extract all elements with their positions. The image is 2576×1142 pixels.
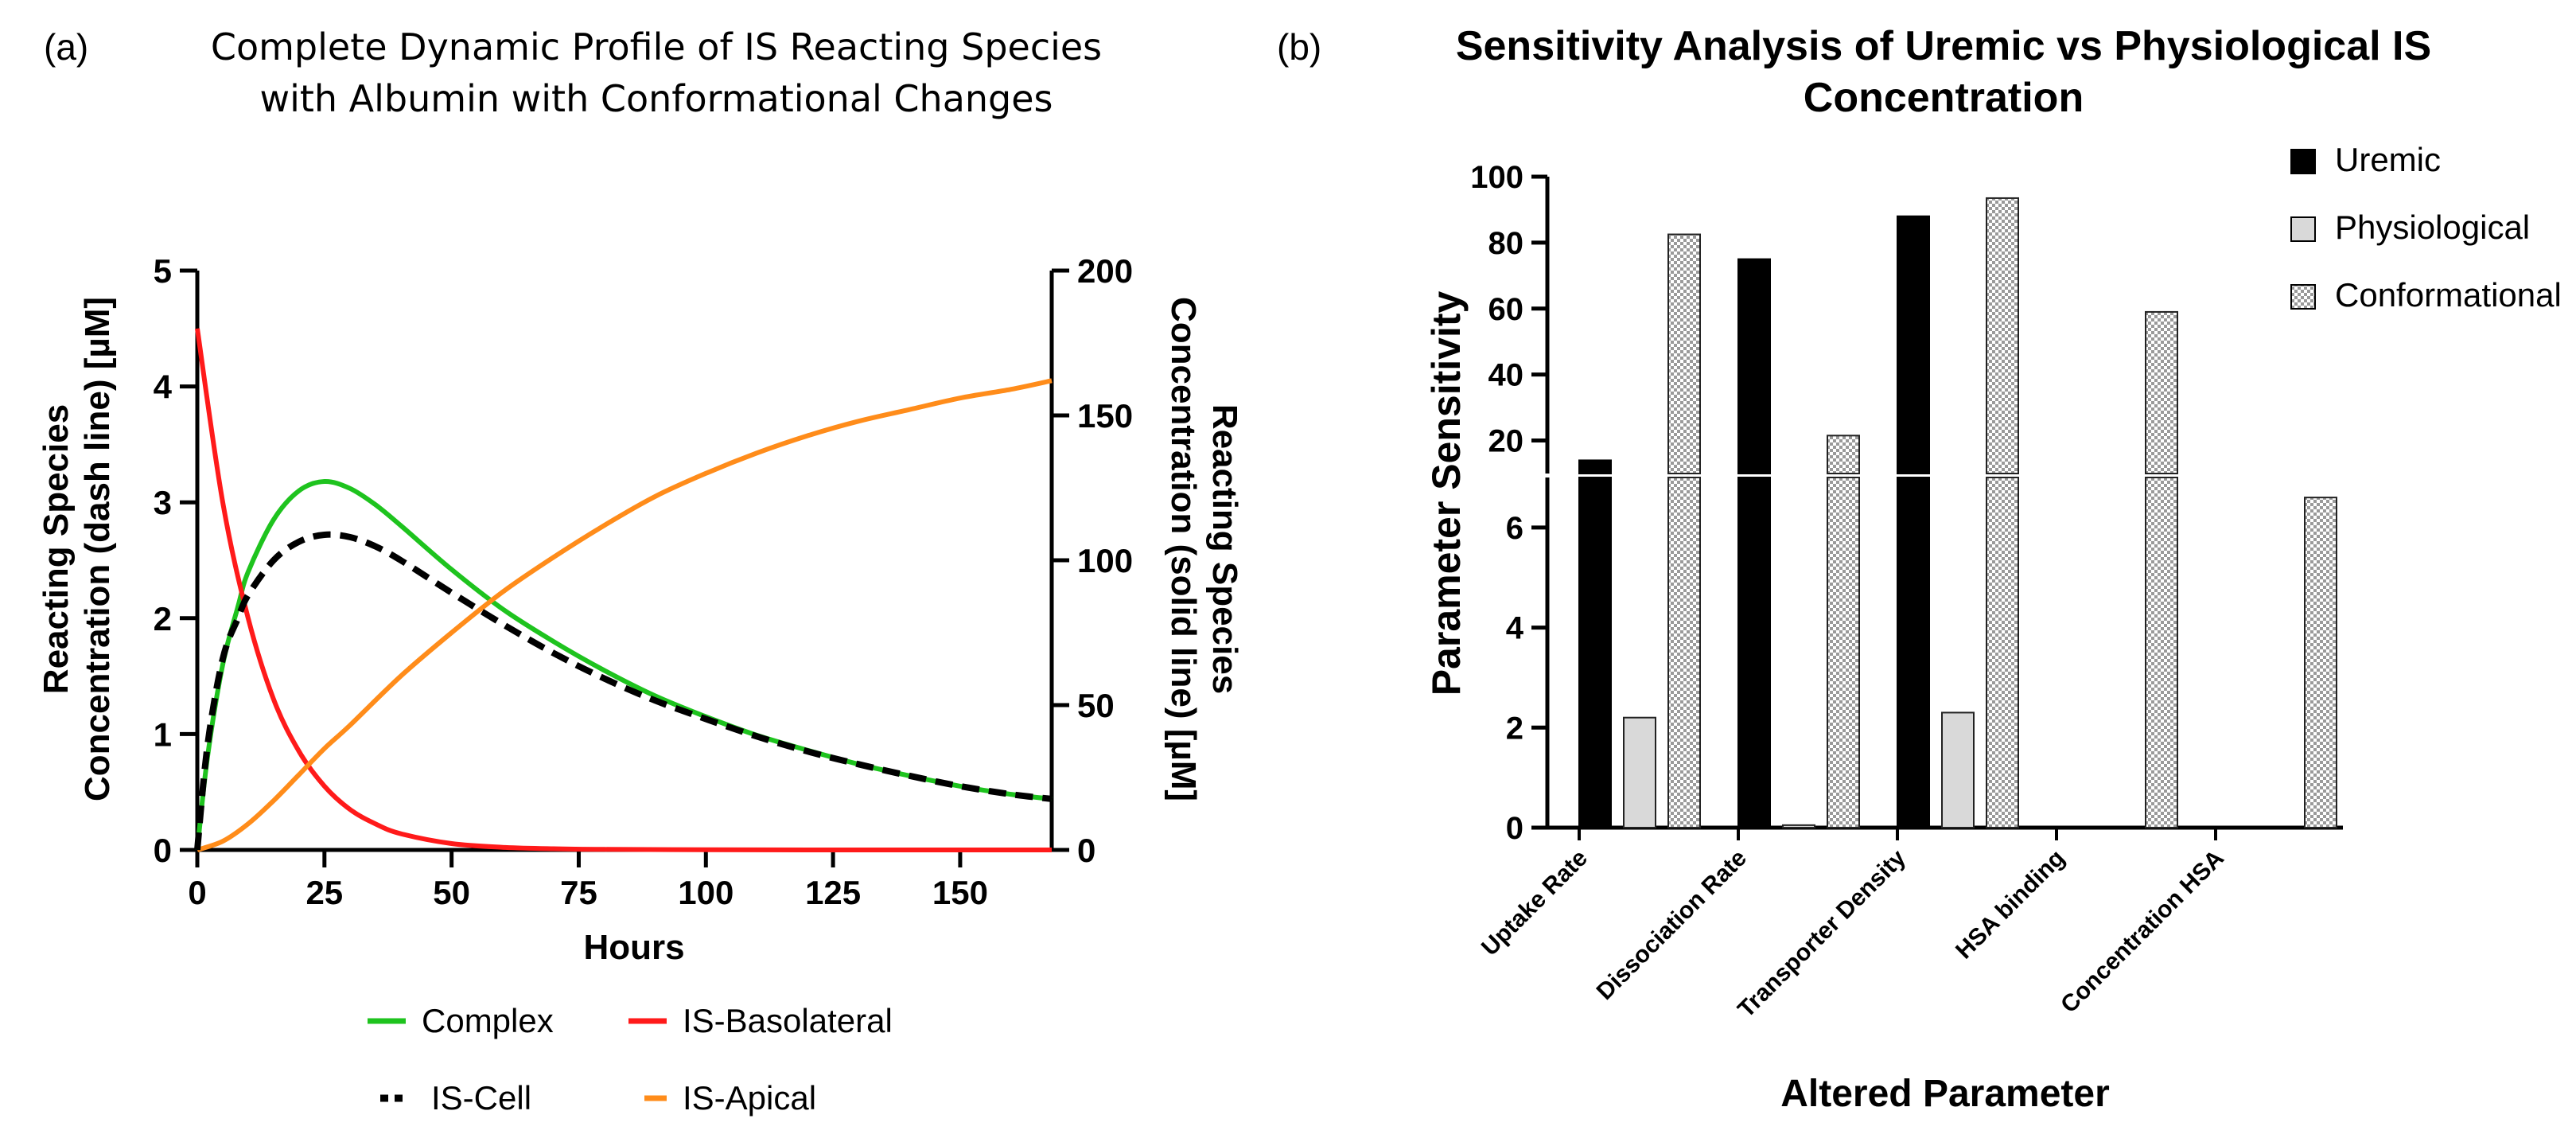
bar-uremic-dissociation-rate-upper [1737,258,1771,474]
panel-b-category-label-hsa-binding: HSA binding [1951,845,2070,965]
panel-a-left-axis-label-line-1: Reacting Species [37,404,76,694]
panel-a-right-tick-label: 200 [1077,252,1133,290]
panel-a-right-axis-label-line-2: Concentration (solid line) [µM] [1164,297,1203,801]
legend-label-conformational: Conformational [2335,276,2562,314]
bar-uremic-transporter-density-lower [1897,477,1930,828]
panel-a-x-tick-label: 100 [678,874,733,911]
panel-b-y-axis-label: Parameter Sensitivity [1424,291,1469,696]
panel-a-left-axis-label: Reacting Species Concentration (dash lin… [37,297,117,801]
panel-a-title-line-2: with Albumin with Conformational Changes [259,77,1053,120]
panel-b: (b) Sensitivity Analysis of Uremic vs Ph… [1277,23,2562,1115]
panel-a-x-tick-label: 0 [188,874,206,911]
legend-label-complex: Complex [422,1002,554,1039]
panel-b-category-label-concentration-hsa: Concentration HSA [2056,845,2229,1019]
panel-a-left-tick-label: 0 [154,832,172,869]
bar-conformational-uptake-rate-lower [1667,477,1701,828]
panel-a-right-axis-label-line-1: Reacting Species [1205,404,1244,694]
panel-b-lower-tick-label: 6 [1506,511,1523,546]
panel-a-label: (a) [44,26,88,68]
panel-a-left-tick-label: 2 [154,600,172,637]
bar-uremic-uptake-rate-lower [1578,477,1612,828]
panel-b-bars [1578,197,2337,829]
panel-b-category-label-dissociation-rate: Dissociation Rate [1592,845,1752,1005]
panel-b-lower-tick-label: 4 [1506,611,1524,646]
bar-conformational-hsa-binding-upper [2145,310,2178,474]
legend-swatch-conformational [2290,284,2316,310]
panel-a-x-tick-label: 75 [560,874,597,911]
panel-b-lower-tick-label: 0 [1506,811,1523,846]
panel-a: (a) Complete Dynamic Profile of IS React… [37,25,1244,1117]
panel-b-lower-tick-label: 2 [1506,711,1523,746]
panel-b-upper-tick-label: 100 [1470,160,1523,195]
bar-physiological-transporter-density [1941,711,1975,829]
panel-a-x-tick-label: 125 [805,874,861,911]
panel-a-right-tick-label: 150 [1077,397,1133,435]
panel-a-legend: Complex IS-Basolateral IS-Cell IS-Apical [368,1002,893,1117]
panel-a-right-tick-label: 100 [1077,542,1133,579]
bar-physiological-dissociation-rate [1782,824,1815,829]
bar-conformational-transporter-density-upper [1986,197,2019,474]
bar-uremic-transporter-density-upper [1897,215,1930,474]
panel-b-title-line-2: Concentration [1804,75,2084,121]
bar-uremic-dissociation-rate-lower [1737,477,1771,828]
panel-a-right-axis-label: Reacting Species Concentration (solid li… [1164,297,1244,801]
legend-label-physiological: Physiological [2335,209,2530,246]
panel-b-upper-tick-label: 80 [1488,226,1524,261]
panel-b-upper-tick-label: 20 [1488,424,1524,459]
panel-b-upper-tick-label: 60 [1488,292,1524,327]
panel-a-series [194,328,1053,853]
panel-a-x-tick-label: 150 [932,874,988,911]
legend-label-is-basolateral: IS-Basolateral [683,1002,893,1039]
bar-conformational-dissociation-rate-upper [1827,435,1860,474]
panel-a-title-line-1: Complete Dynamic Profile of IS Reacting … [211,25,1102,68]
bar-physiological-uptake-rate [1623,716,1656,829]
bar-conformational-transporter-density-lower [1986,477,2019,828]
panel-b-legend: Uremic Physiological Conformational [2290,141,2562,314]
bar-conformational-hsa-binding-lower [2145,477,2178,828]
panel-a-x-axis-label: Hours [583,928,684,967]
bar-conformational-uptake-rate-upper [1667,233,1701,474]
panel-b-y-axis-label-text: Parameter Sensitivity [1424,291,1469,696]
panel-b-category-label-uptake-rate: Uptake Rate [1477,845,1593,961]
panel-a-x-tick-label: 50 [433,874,470,911]
panel-a-right-tick-label: 50 [1077,687,1115,724]
panel-a-right-tick-label: 0 [1077,832,1095,869]
panel-a-left-tick-label: 1 [154,715,172,753]
panel-b-x-axis-label: Altered Parameter [1780,1073,2110,1115]
panel-a-x-tick-label: 25 [305,874,343,911]
panel-b-category-label-transporter-density: Transporter Density [1733,844,1911,1023]
panel-b-label: (b) [1277,26,1321,68]
panel-b-upper-tick-label: 40 [1488,358,1524,393]
legend-swatch-physiological [2290,216,2316,242]
bar-uremic-uptake-rate-upper [1578,459,1612,475]
bar-conformational-concentration-hsa [2304,497,2337,829]
panel-a-left-tick-label: 3 [154,484,172,521]
legend-label-is-apical: IS-Apical [683,1079,816,1117]
legend-label-uremic: Uremic [2335,141,2441,178]
bar-conformational-dissociation-rate-lower [1827,477,1860,828]
panel-a-left-axis-label-line-2: Concentration (dash line) [µM] [78,297,117,801]
legend-label-is-cell: IS-Cell [431,1079,531,1117]
series-line-is-basolateral [195,328,1052,853]
panel-a-left-tick-label: 5 [154,252,172,290]
legend-swatch-uremic [2290,149,2316,174]
series-line-is-apical [197,378,1053,852]
panel-a-left-tick-label: 4 [154,368,173,406]
series-line-is-cell [194,531,1053,851]
panel-b-title-line-1: Sensitivity Analysis of Uremic vs Physio… [1456,23,2431,69]
